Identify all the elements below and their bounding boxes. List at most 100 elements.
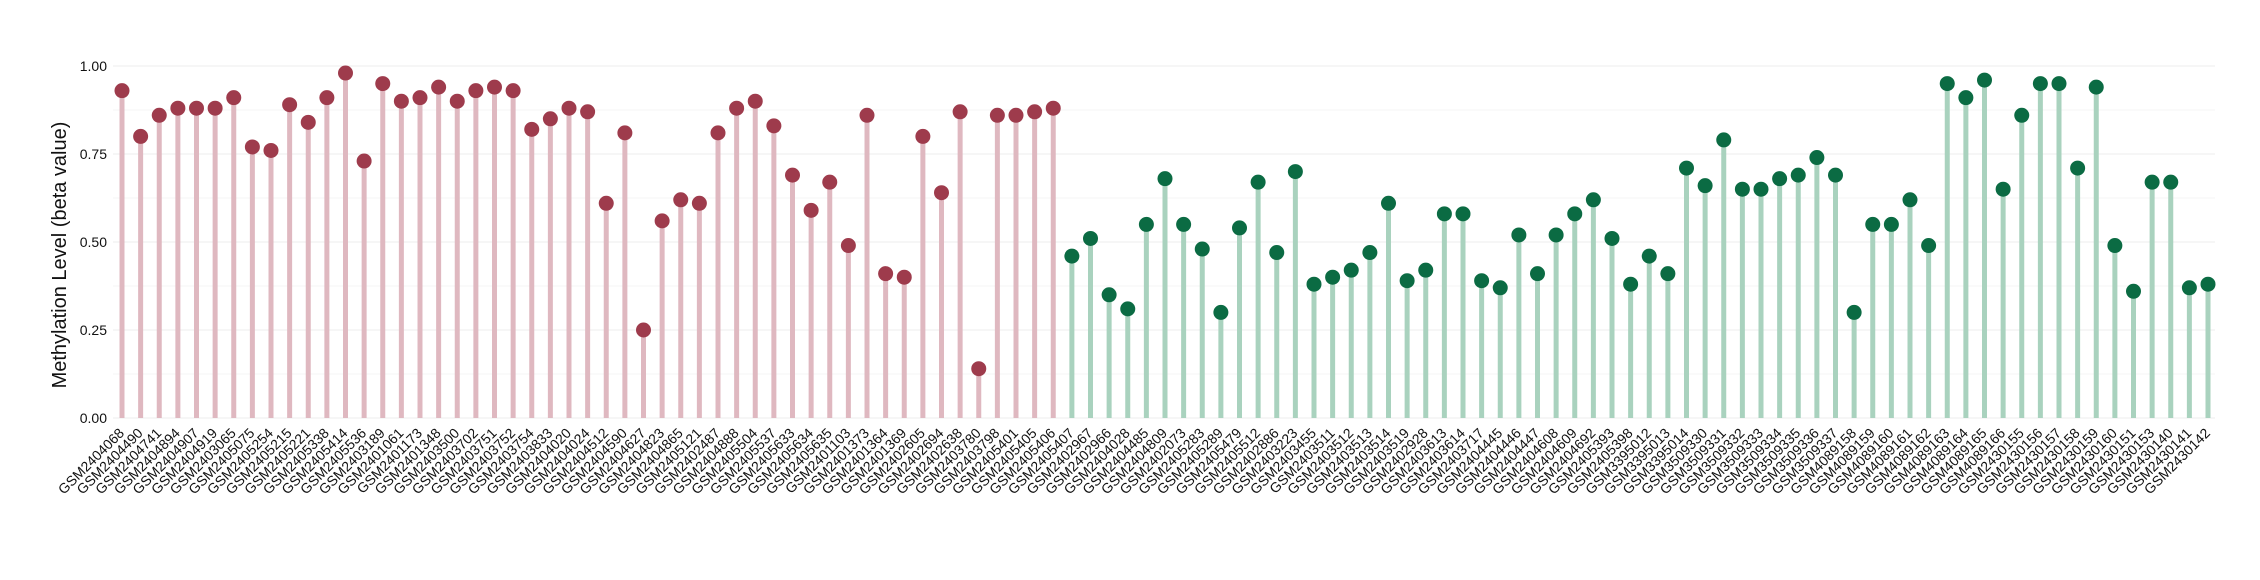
- data-point: [244, 139, 260, 155]
- data-point: [1381, 195, 1396, 211]
- data-point: [1250, 174, 1266, 190]
- data-point: [524, 121, 540, 137]
- data-point: [1883, 216, 1899, 232]
- data-point: [542, 111, 558, 127]
- data-point: [1958, 90, 1974, 106]
- data-point: [598, 195, 614, 211]
- x-axis-labels: GSM2404068GSM2404490GSM2404741GSM2404894…: [55, 425, 2214, 498]
- stems: [119, 73, 2211, 418]
- data-point: [580, 104, 596, 120]
- points: [114, 65, 2216, 377]
- data-point: [859, 107, 875, 123]
- data-point: [1921, 238, 1937, 254]
- data-point: [2014, 107, 2030, 123]
- data-point: [989, 107, 1005, 123]
- data-point: [2107, 238, 2123, 254]
- data-point: [114, 83, 130, 99]
- data-point: [412, 90, 428, 106]
- data-point: [1679, 160, 1694, 176]
- data-point: [729, 100, 745, 116]
- data-point: [1455, 206, 1471, 222]
- data-point: [2126, 283, 2141, 299]
- data-point: [1939, 76, 1955, 92]
- y-tick-label: 0.75: [80, 146, 107, 162]
- data-point: [505, 83, 521, 99]
- data-point: [2181, 280, 2197, 296]
- data-point: [263, 142, 279, 158]
- data-point: [1492, 280, 1508, 296]
- data-point: [747, 93, 763, 109]
- y-axis: 0.00 0.25 0.50 0.75 1.00: [80, 58, 107, 426]
- data-point: [1101, 287, 1117, 303]
- data-point: [170, 100, 186, 116]
- data-point: [1772, 171, 1788, 187]
- data-point: [1604, 230, 1620, 246]
- data-point: [1716, 132, 1732, 148]
- data-point: [1474, 273, 1490, 289]
- data-point: [1343, 262, 1359, 278]
- data-point: [1325, 269, 1341, 285]
- data-point: [915, 128, 931, 144]
- data-point: [1418, 262, 1434, 278]
- data-point: [2070, 160, 2086, 176]
- data-point: [375, 76, 391, 92]
- y-axis-title: Methylation Level (beta value): [49, 122, 71, 389]
- data-point: [1995, 181, 2011, 197]
- data-point: [133, 128, 149, 144]
- data-point: [1120, 301, 1136, 317]
- data-point: [431, 79, 447, 95]
- data-point: [226, 90, 242, 106]
- data-point: [1902, 192, 1918, 208]
- data-point: [840, 238, 856, 254]
- data-point: [2088, 79, 2104, 95]
- data-point: [2051, 76, 2067, 92]
- data-point: [1269, 245, 1285, 261]
- y-tick-label: 1.00: [80, 58, 107, 74]
- data-point: [1585, 192, 1601, 208]
- data-point: [2144, 174, 2160, 190]
- data-point: [1306, 276, 1322, 292]
- data-point: [300, 114, 316, 130]
- data-point: [1977, 72, 1992, 88]
- data-point: [896, 269, 912, 285]
- data-point: [710, 125, 726, 141]
- data-point: [1064, 248, 1080, 264]
- data-point: [1530, 266, 1545, 282]
- data-point: [673, 192, 689, 208]
- data-point: [319, 90, 335, 106]
- data-point: [617, 125, 633, 141]
- y-tick-label: 0.25: [80, 322, 107, 338]
- data-point: [1623, 276, 1639, 292]
- data-point: [1287, 164, 1303, 180]
- data-point: [691, 195, 707, 211]
- data-point: [822, 174, 838, 190]
- y-tick-label: 0.00: [80, 410, 107, 426]
- data-point: [2032, 76, 2048, 92]
- data-point: [207, 100, 223, 116]
- data-point: [785, 167, 800, 183]
- data-point: [1697, 178, 1713, 194]
- data-point: [952, 104, 968, 120]
- data-point: [803, 202, 819, 218]
- data-point: [1548, 227, 1564, 243]
- data-point: [449, 93, 465, 109]
- data-point: [338, 65, 353, 81]
- data-point: [1846, 304, 1862, 320]
- data-point: [151, 107, 167, 123]
- data-point: [654, 213, 670, 229]
- data-point: [766, 118, 782, 134]
- data-point: [1176, 216, 1192, 232]
- data-point: [1194, 241, 1210, 257]
- data-point: [1641, 248, 1657, 264]
- data-point: [934, 185, 949, 201]
- data-point: [1436, 206, 1452, 222]
- data-point: [1828, 167, 1843, 183]
- data-point: [1045, 100, 1061, 116]
- data-point: [1138, 216, 1154, 232]
- data-point: [2200, 276, 2216, 292]
- data-point: [1157, 171, 1173, 187]
- data-point: [2163, 174, 2179, 190]
- data-point: [1213, 304, 1229, 320]
- data-point: [487, 79, 502, 95]
